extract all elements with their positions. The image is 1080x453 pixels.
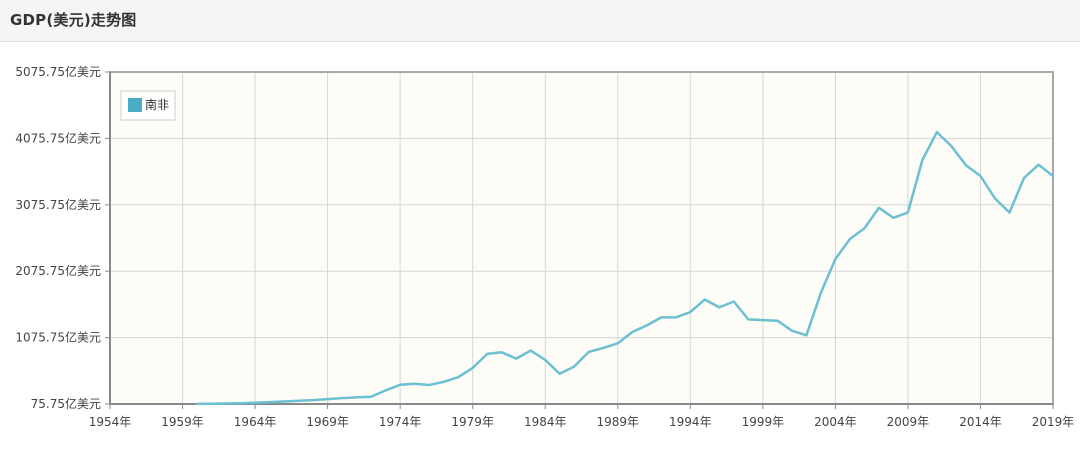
data-point	[921, 159, 923, 161]
data-point	[704, 298, 706, 300]
y-tick-label: 1075.75亿美元	[15, 330, 101, 345]
gdp-line-chart: 75.75亿美元 1075.75亿美元 2075.75亿美元 3075.75亿美元 40…	[15, 64, 1075, 429]
data-point	[530, 349, 532, 351]
x-tick-label: 1989年	[596, 415, 639, 429]
data-point	[573, 365, 575, 367]
data-point	[762, 319, 764, 321]
x-tick-label: 1994年	[669, 415, 712, 429]
data-point	[849, 238, 851, 240]
data-point	[1037, 163, 1039, 165]
data-point	[936, 131, 938, 133]
y-tick-label: 3075.75亿美元	[15, 197, 101, 212]
data-point	[820, 292, 822, 294]
data-point	[965, 164, 967, 166]
data-point	[776, 320, 778, 322]
data-point	[196, 403, 198, 405]
data-point	[660, 316, 662, 318]
x-tick-label: 1964年	[234, 415, 277, 429]
data-point	[718, 306, 720, 308]
data-point	[515, 357, 517, 359]
data-point	[892, 217, 894, 219]
data-point	[588, 351, 590, 353]
legend-swatch	[128, 98, 142, 112]
data-point	[994, 197, 996, 199]
data-point	[355, 396, 357, 398]
data-point	[544, 359, 546, 361]
data-point	[559, 373, 561, 375]
data-point	[617, 342, 619, 344]
y-tick-label: 4075.75亿美元	[15, 130, 101, 145]
data-point	[805, 334, 807, 336]
data-point	[254, 402, 256, 404]
x-tick-label: 1984年	[524, 415, 567, 429]
data-point	[225, 402, 227, 404]
data-point	[413, 383, 415, 385]
data-point	[471, 367, 473, 369]
x-tick-label: 1979年	[451, 415, 494, 429]
data-point	[501, 351, 503, 353]
chart-area: 75.75亿美元 1075.75亿美元 2075.75亿美元 3075.75亿美元 40…	[0, 42, 1080, 449]
data-point	[950, 145, 952, 147]
data-point	[283, 400, 285, 402]
data-point	[602, 347, 604, 349]
x-tick-label: 1969年	[306, 415, 349, 429]
y-tick-label: 2075.75亿美元	[15, 263, 101, 278]
data-point	[326, 398, 328, 400]
data-point	[834, 258, 836, 260]
series-line-0	[195, 130, 1055, 406]
x-tick-label: 1974年	[379, 415, 422, 429]
data-point	[370, 396, 372, 398]
data-point	[341, 397, 343, 399]
data-point	[399, 384, 401, 386]
data-point	[486, 353, 488, 355]
data-point	[1052, 175, 1054, 177]
x-tick-label: 2019年	[1032, 415, 1075, 429]
data-point	[631, 331, 633, 333]
x-tick-label: 2009年	[887, 415, 930, 429]
chart-title: GDP(美元)走势图	[10, 11, 137, 29]
data-point	[384, 389, 386, 391]
x-tick-label: 2014年	[959, 415, 1002, 429]
data-point	[675, 316, 677, 318]
data-point	[442, 381, 444, 383]
data-point	[1023, 177, 1025, 179]
data-point	[863, 227, 865, 229]
data-point	[312, 399, 314, 401]
x-tick-label: 1999年	[742, 415, 785, 429]
data-point	[747, 318, 749, 320]
data-point	[268, 401, 270, 403]
data-point	[239, 402, 241, 404]
data-point	[1008, 211, 1010, 213]
data-point	[457, 376, 459, 378]
data-point	[646, 324, 648, 326]
y-tick-label: 5075.75亿美元	[15, 64, 101, 79]
x-tick-label: 2004年	[814, 415, 857, 429]
chart-header: GDP(美元)走势图	[0, 0, 1080, 42]
data-point	[878, 207, 880, 209]
plot-background	[110, 72, 1053, 404]
legend-label: 南非	[145, 97, 169, 112]
data-point	[907, 211, 909, 213]
x-tick-label: 1959年	[161, 415, 204, 429]
data-point	[428, 384, 430, 386]
data-point	[297, 400, 299, 402]
y-tick-label: 75.75亿美元	[31, 396, 101, 411]
data-point	[791, 329, 793, 331]
data-point	[210, 403, 212, 405]
data-point	[979, 175, 981, 177]
data-point	[733, 300, 735, 302]
x-tick-label: 1954年	[89, 415, 132, 429]
data-point	[689, 311, 691, 313]
